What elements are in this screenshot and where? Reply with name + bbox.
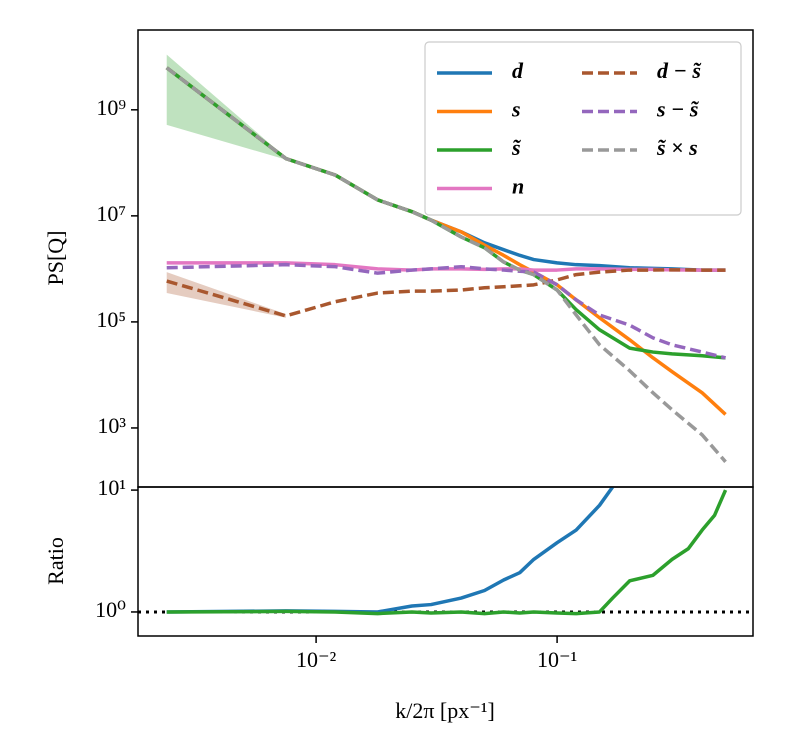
axes-frame [137, 486, 754, 637]
legend-label: s̃ [511, 135, 521, 160]
legend-label: d − s̃ [657, 58, 702, 83]
y-axis-label: Ratio [43, 537, 68, 585]
plot-area [138, 487, 753, 616]
x-tick-label: 10⁻¹ [537, 647, 577, 672]
series-line [166, 487, 615, 614]
y-axis-label: PS[Q] [43, 230, 68, 285]
y-tick-label: 10⁰ [95, 597, 126, 622]
y-tick-label: 10⁹ [96, 95, 126, 120]
error-band [166, 54, 286, 160]
legend-box [424, 41, 742, 216]
series-line [166, 489, 728, 616]
legend-label: d [512, 58, 524, 83]
y-tick-label: 10³ [97, 413, 126, 438]
y-tick-label: 10⁵ [96, 307, 126, 332]
legend-label: s̃ × s [656, 135, 698, 160]
legend-label: s [511, 97, 521, 122]
y-tick-label: 10⁷ [96, 201, 126, 226]
error-band [166, 272, 286, 318]
series-line [165, 66, 727, 463]
x-axis-label: k/2π [px⁻¹] [395, 698, 495, 723]
series-line [166, 268, 726, 318]
y-tick-label: 10¹ [97, 475, 126, 500]
legend-label: n [512, 174, 524, 199]
x-tick-label: 10⁻² [296, 647, 337, 672]
series-line [166, 262, 726, 360]
legend-label: s − s̃ [656, 97, 699, 122]
plot-area [165, 54, 727, 463]
